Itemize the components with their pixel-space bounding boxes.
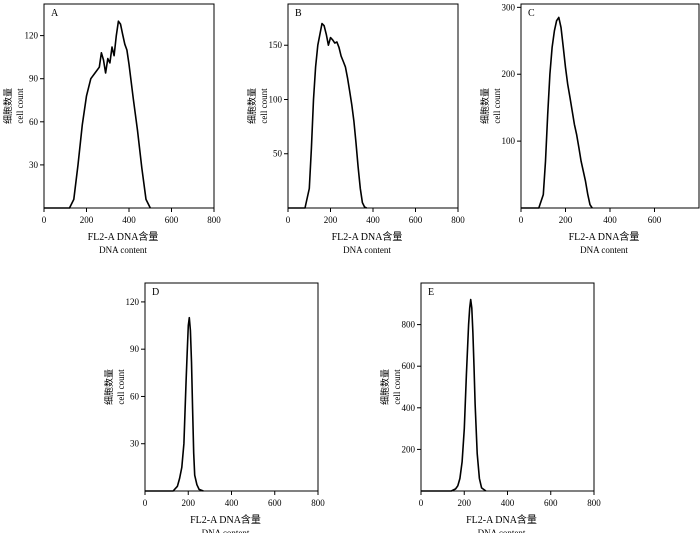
- y-tick-label: 100: [502, 136, 516, 146]
- y-tick-label: 200: [502, 69, 516, 79]
- y-tick-label: 60: [29, 117, 39, 127]
- y-tick-label: 30: [130, 439, 140, 449]
- plot-frame: [420, 282, 595, 492]
- x-axis-label-en: DNA content: [202, 528, 250, 533]
- y-axis-label-en: cell count: [15, 88, 25, 124]
- y-axis-label-en: cell count: [116, 369, 126, 405]
- y-axis-label: 细胞数量: [479, 88, 490, 124]
- panel-label: A: [51, 8, 59, 19]
- y-tick-label: 100: [269, 94, 283, 104]
- y-tick-label: 800: [402, 320, 416, 330]
- y-tick-label: 120: [25, 31, 39, 41]
- chart-panel-b: B 0 200 400 600 800 50 100 150 FL2-A DNA含量 DNA con…: [246, 3, 465, 255]
- chart-panel-d: D 0 200 400 600 800 30 60 90 120 FL2-A DNA含量 DNA co…: [103, 282, 325, 533]
- x-axis-label: FL2-A DNA含量: [569, 230, 640, 243]
- x-tick-label: 0: [519, 215, 524, 225]
- x-tick-label: 200: [324, 215, 338, 225]
- series-line: [288, 22, 367, 209]
- panel-label: E: [428, 287, 434, 298]
- chart-panel-a: A 0 200 400 600 800 30 60 90 120 FL2-A DNA含量 DNA co…: [2, 3, 221, 255]
- y-tick-label: 50: [273, 149, 283, 159]
- series-line: [44, 20, 152, 209]
- y-axis-label: 细胞数量: [2, 88, 13, 124]
- x-tick-label: 200: [559, 215, 573, 225]
- x-axis-label: FL2-A DNA含量: [332, 230, 403, 243]
- x-tick-label: 600: [165, 215, 179, 225]
- x-tick-label: 800: [451, 215, 465, 225]
- x-axis-label: FL2-A DNA含量: [190, 513, 261, 526]
- x-axis-label-en: DNA content: [343, 245, 391, 255]
- y-axis-label-en: cell count: [392, 369, 402, 405]
- x-axis-label-en: DNA content: [478, 528, 526, 533]
- x-tick-label: 800: [311, 498, 325, 508]
- x-axis-label-en: DNA content: [99, 245, 147, 255]
- y-axis-label: 细胞数量: [246, 88, 257, 124]
- series-line: [521, 16, 593, 209]
- panel-label: C: [528, 8, 535, 19]
- y-tick-label: 90: [29, 74, 39, 84]
- y-axis-label-en: cell count: [259, 88, 269, 124]
- y-axis-label: 细胞数量: [103, 369, 114, 405]
- x-tick-label: 400: [225, 498, 239, 508]
- x-tick-label: 600: [268, 498, 282, 508]
- x-tick-label: 600: [409, 215, 423, 225]
- panel-label: D: [152, 287, 159, 298]
- x-tick-label: 400: [366, 215, 380, 225]
- x-tick-label: 400: [501, 498, 515, 508]
- x-tick-label: 800: [207, 215, 221, 225]
- x-tick-label: 200: [458, 498, 472, 508]
- x-tick-label: 400: [603, 215, 617, 225]
- x-tick-label: 200: [80, 215, 94, 225]
- x-tick-label: 400: [122, 215, 136, 225]
- x-tick-label: 600: [544, 498, 558, 508]
- y-tick-label: 30: [29, 160, 39, 170]
- x-tick-label: 0: [42, 215, 47, 225]
- chart-panel-e: E 0 200 400 600 800 200 400 600 800 FL2-A DNA含量 DNA…: [379, 282, 601, 533]
- panel-label: B: [295, 8, 302, 19]
- x-axis-label: FL2-A DNA含量: [88, 230, 159, 243]
- series-line: [421, 298, 487, 492]
- plot-frame: [43, 3, 215, 209]
- x-tick-label: 200: [182, 498, 196, 508]
- plot-frame: [144, 282, 319, 492]
- x-tick-label: 600: [648, 215, 662, 225]
- y-tick-label: 60: [130, 391, 140, 401]
- x-axis-label: FL2-A DNA含量: [466, 513, 537, 526]
- x-tick-label: 800: [587, 498, 601, 508]
- y-axis-label: 细胞数量: [379, 369, 390, 405]
- x-axis-label-en: DNA content: [580, 245, 628, 255]
- y-tick-label: 200: [402, 444, 416, 454]
- y-tick-label: 400: [402, 403, 416, 413]
- y-tick-label: 600: [402, 361, 416, 371]
- y-tick-label: 120: [126, 297, 140, 307]
- x-tick-label: 0: [419, 498, 424, 508]
- y-tick-label: 90: [130, 344, 140, 354]
- y-axis-label-en: cell count: [492, 88, 502, 124]
- x-tick-label: 0: [286, 215, 291, 225]
- y-tick-label: 300: [502, 2, 516, 12]
- y-tick-label: 150: [269, 40, 283, 50]
- chart-panel-c: C 0 200 400 600 100 200 300 FL2-A DNA含量 DNA conte…: [479, 2, 700, 255]
- series-line: [145, 316, 204, 492]
- x-tick-label: 0: [143, 498, 148, 508]
